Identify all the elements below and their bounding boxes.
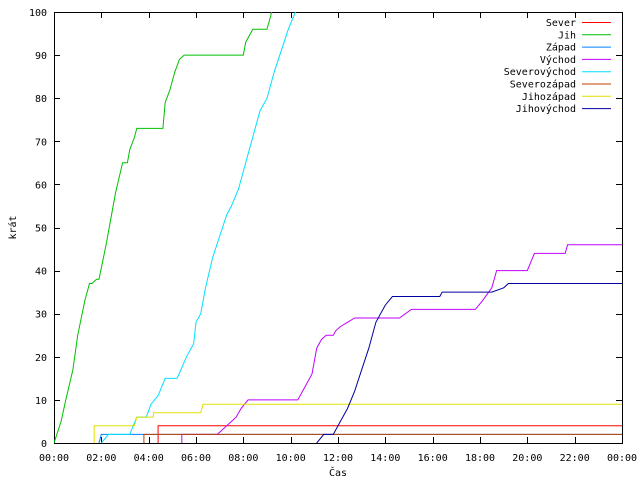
x-tick-label: 08:00 bbox=[228, 453, 258, 464]
x-axis: 00:00 02:00 04:00 06:00 08:00 10:00 12:00 14:00… bbox=[39, 12, 637, 464]
x-tick-label: 10:00 bbox=[276, 453, 306, 464]
x-tick-label: 18:00 bbox=[465, 453, 495, 464]
series-line-jihovychod bbox=[316, 283, 622, 443]
x-tick-label: 22:00 bbox=[560, 453, 590, 464]
x-tick-label: 06:00 bbox=[181, 453, 211, 464]
y-tick-label: 40 bbox=[35, 267, 47, 278]
legend-label: Jih bbox=[558, 30, 576, 41]
x-tick-label: 16:00 bbox=[418, 453, 448, 464]
y-axis: 0 10 20 30 40 50 60 70 80 90 100 bbox=[29, 8, 622, 450]
series-line-severovychod bbox=[100, 12, 296, 443]
legend-label: Jihovýchod bbox=[516, 103, 576, 115]
legend-label: Sever bbox=[546, 18, 576, 29]
legend-label: Jihozápad bbox=[522, 91, 576, 103]
y-tick-label: 60 bbox=[35, 180, 47, 191]
series-line-jih bbox=[54, 12, 273, 443]
y-tick-label: 50 bbox=[35, 224, 47, 235]
legend-label: Severovýchod bbox=[504, 66, 576, 78]
series-line-vychod bbox=[181, 244, 622, 443]
x-tick-label: 00:00 bbox=[607, 453, 637, 464]
x-tick-label: 02:00 bbox=[86, 453, 116, 464]
series-line-zapad bbox=[98, 433, 622, 443]
legend-label: Severozápad bbox=[510, 79, 576, 91]
x-axis-label: Čas bbox=[329, 466, 347, 479]
x-tick-label: 12:00 bbox=[323, 453, 353, 464]
series-line-severozapad bbox=[143, 433, 622, 443]
y-axis-label: krát bbox=[7, 215, 19, 239]
y-tick-label: 100 bbox=[29, 8, 47, 19]
series-line-sever bbox=[157, 425, 622, 443]
legend-label: Východ bbox=[540, 54, 576, 66]
y-tick-label: 10 bbox=[35, 396, 47, 407]
y-tick-label: 70 bbox=[35, 137, 47, 148]
y-tick-label: 30 bbox=[35, 310, 47, 321]
legend: SeverJihZápadVýchodSeverovýchodSeverozáp… bbox=[504, 18, 611, 115]
x-tick-label: 00:00 bbox=[39, 453, 69, 464]
legend-label: Západ bbox=[546, 42, 576, 54]
series-line-jihozapad bbox=[93, 403, 622, 443]
y-tick-label: 80 bbox=[35, 94, 47, 105]
x-tick-label: 20:00 bbox=[512, 453, 542, 464]
series-lines bbox=[54, 12, 622, 443]
x-tick-label: 04:00 bbox=[134, 453, 164, 464]
x-tick-label: 14:00 bbox=[370, 453, 400, 464]
y-tick-label: 0 bbox=[41, 439, 47, 450]
y-tick-label: 90 bbox=[35, 51, 47, 62]
y-tick-label: 20 bbox=[35, 353, 47, 364]
